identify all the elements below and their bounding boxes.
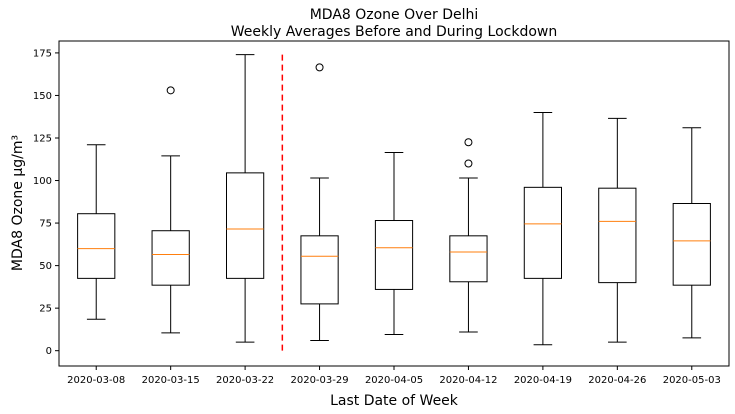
chart-subtitle: Weekly Averages Before and During Lockdo…	[231, 24, 557, 40]
iqr-box	[672, 203, 711, 286]
box-2020-03-08	[77, 144, 116, 320]
y-tick-label: 125	[33, 133, 52, 144]
outlier-point	[464, 138, 473, 147]
iqr-box	[374, 220, 414, 290]
box-2020-04-05	[374, 151, 414, 336]
y-tick-label: 50	[39, 261, 52, 272]
iqr-box	[300, 235, 339, 305]
iqr-box	[598, 187, 637, 284]
x-axis: 2020-03-08 2020-03-15 2020-03-22 2020-03-29…	[67, 366, 721, 386]
y-tick-label: 100	[33, 176, 52, 187]
y-tick-label: 175	[33, 48, 52, 59]
iqr-box	[449, 235, 488, 283]
y-tick-label: 150	[33, 91, 52, 102]
x-tick-label: 2020-04-05	[365, 375, 423, 386]
box-2020-04-12	[449, 138, 488, 333]
y-axis: 0 25 50 75 100 125 150 175	[33, 48, 59, 357]
x-tick-label: 2020-04-12	[439, 375, 497, 386]
outlier-point	[166, 86, 175, 95]
plot-area	[77, 54, 711, 351]
x-axis-label: Last Date of Week	[330, 393, 459, 409]
outlier-point	[464, 159, 473, 168]
y-tick-label: 0	[46, 346, 52, 357]
y-tick-label: 25	[39, 304, 52, 315]
x-tick-label: 2020-03-29	[290, 375, 348, 386]
y-axis-label: MDA8 Ozone μg/m³	[10, 135, 26, 271]
box-2020-04-26	[598, 117, 637, 343]
x-tick-label: 2020-03-22	[216, 375, 274, 386]
box-2020-03-15	[151, 86, 190, 334]
x-tick-label: 2020-03-15	[142, 375, 200, 386]
y-tick-label: 75	[39, 219, 52, 230]
iqr-box	[151, 230, 190, 286]
iqr-box	[77, 213, 116, 279]
x-tick-label: 2020-03-08	[67, 375, 125, 386]
box-2020-04-19	[523, 111, 562, 346]
iqr-box	[523, 186, 562, 279]
x-tick-label: 2020-04-19	[514, 375, 572, 386]
outlier-point	[315, 63, 324, 72]
box-2020-03-29	[300, 63, 339, 341]
iqr-box	[226, 172, 265, 279]
chart-title: MDA8 Ozone Over Delhi	[310, 7, 479, 23]
x-tick-label: 2020-04-26	[588, 375, 646, 386]
box-2020-03-22	[226, 54, 265, 343]
box-2020-05-03	[672, 127, 711, 339]
x-tick-label: 2020-05-03	[663, 375, 721, 386]
